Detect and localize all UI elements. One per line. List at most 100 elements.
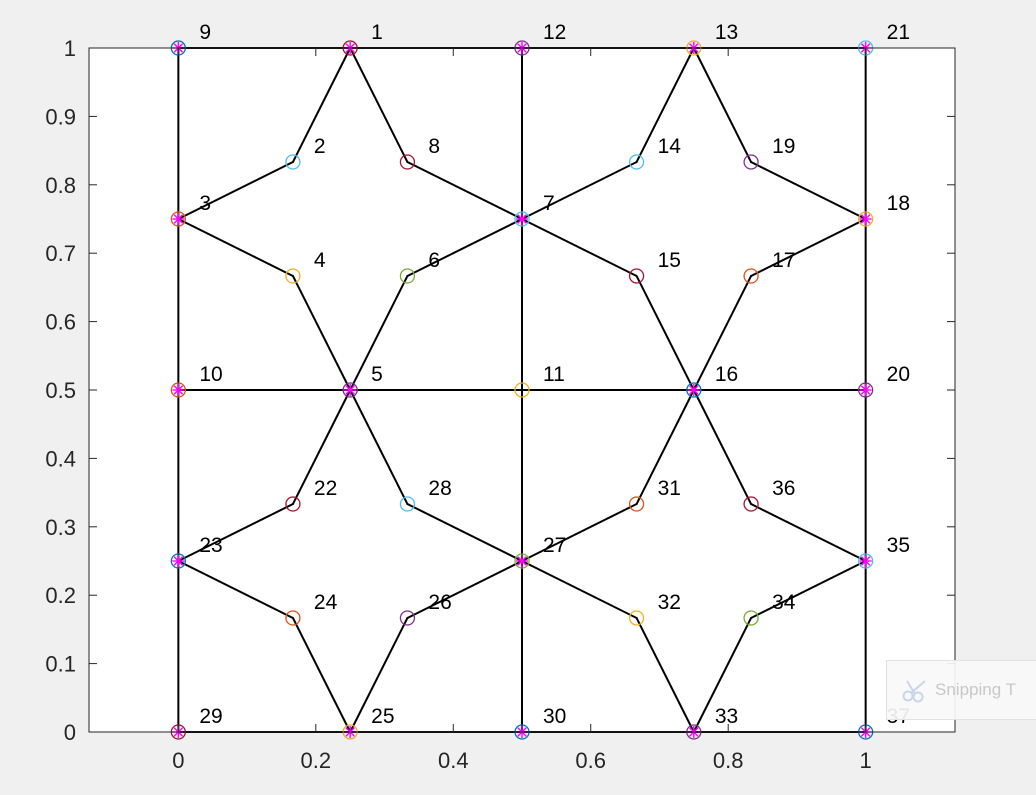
edge-line-28-5 <box>349 389 409 506</box>
point-label-25: 25 <box>371 705 394 728</box>
x-tick-label: 0.4 <box>438 748 469 773</box>
point-label-13: 13 <box>715 21 738 44</box>
point-marker-6 <box>399 268 416 284</box>
point-label-34: 34 <box>772 591 796 614</box>
edge-line-32-33 <box>635 616 695 733</box>
edge-line-7-15 <box>521 218 638 277</box>
point-marker-16 <box>686 382 702 398</box>
edge-line-5-6 <box>349 274 409 391</box>
edge-line-18-19 <box>750 161 867 220</box>
point-label-19: 19 <box>772 135 795 158</box>
x-tick-label: 0 <box>172 748 184 773</box>
edge-line-35-36 <box>750 503 867 562</box>
y-tick-label: 0.9 <box>45 104 76 129</box>
point-label-8: 8 <box>428 135 440 158</box>
edge-line-16-17 <box>692 274 753 391</box>
edge-line-4-5 <box>291 274 352 391</box>
point-marker-24 <box>285 610 301 626</box>
edge-line-1-2 <box>291 47 352 164</box>
point-marker-34 <box>743 610 759 626</box>
edge-line-24-25 <box>291 616 352 733</box>
snipping-tool-notification[interactable]: Snipping T <box>886 660 1036 720</box>
edge-line-23-24 <box>177 560 294 619</box>
point-marker-28 <box>399 496 416 512</box>
point-marker-18 <box>858 211 874 227</box>
point-markers <box>170 40 874 740</box>
y-tick-label: 0 <box>64 720 76 745</box>
point-label-29: 29 <box>199 705 222 728</box>
y-tick-label: 0.5 <box>45 378 76 403</box>
edge-line-7-8 <box>406 161 523 220</box>
y-tick-label: 0.2 <box>45 583 76 608</box>
point-label-35: 35 <box>887 534 910 557</box>
point-marker-26 <box>399 610 416 626</box>
point-marker-32 <box>628 610 645 626</box>
edge-line-2-3 <box>177 161 294 220</box>
y-tick-label: 0.6 <box>45 310 76 335</box>
point-marker-14 <box>628 154 645 170</box>
point-marker-7 <box>514 211 530 227</box>
scissors-icon <box>902 680 926 703</box>
point-marker-22 <box>285 496 301 512</box>
point-label-3: 3 <box>199 192 211 215</box>
edge-line-8-1 <box>349 47 409 164</box>
edge-line-33-34 <box>692 616 753 733</box>
point-marker-5 <box>342 382 358 398</box>
point-marker-15 <box>628 268 645 284</box>
point-label-26: 26 <box>428 591 451 614</box>
point-marker-3 <box>170 211 186 227</box>
edge-line-5-22 <box>291 389 352 506</box>
y-tick-label: 0.3 <box>45 515 76 540</box>
edge-line-19-13 <box>692 47 753 164</box>
y-tick-label: 1 <box>64 36 76 61</box>
point-label-2: 2 <box>314 135 326 158</box>
point-marker-2 <box>285 154 301 170</box>
x-tick-label: 0.8 <box>713 748 744 773</box>
point-label-9: 9 <box>199 21 211 44</box>
point-label-22: 22 <box>314 477 337 500</box>
point-label-23: 23 <box>199 534 222 557</box>
point-label-32: 32 <box>658 591 681 614</box>
x-tick-label: 0.6 <box>575 748 606 773</box>
point-label-33: 33 <box>715 705 738 728</box>
point-label-11: 11 <box>543 363 565 386</box>
edge-line-17-18 <box>750 218 867 277</box>
edge-line-14-7 <box>521 161 638 220</box>
point-marker-4 <box>285 268 301 284</box>
point-label-14: 14 <box>658 135 682 158</box>
point-marker-17 <box>743 268 759 284</box>
point-label-21: 21 <box>887 21 910 44</box>
point-label-36: 36 <box>772 477 795 500</box>
point-label-24: 24 <box>314 591 338 614</box>
point-marker-20 <box>858 382 874 398</box>
y-tick-label: 0.8 <box>45 173 76 198</box>
point-label-15: 15 <box>658 249 681 272</box>
point-label-16: 16 <box>715 363 738 386</box>
edge-line-27-32 <box>521 560 638 619</box>
axes: 0 0.2 0.4 0.6 0.8 100.10.20.30.40.50.60.70.80… <box>45 36 956 773</box>
point-label-12: 12 <box>543 21 566 44</box>
edge-line-13-14 <box>635 47 695 164</box>
point-marker-11 <box>514 382 530 398</box>
point-label-10: 10 <box>199 363 222 386</box>
point-marker-23 <box>170 553 186 569</box>
point-label-20: 20 <box>887 363 910 386</box>
point-marker-36 <box>743 496 759 512</box>
point-marker-31 <box>628 496 645 512</box>
edge-line-36-16 <box>692 389 753 506</box>
edge-line-3-4 <box>177 218 294 277</box>
x-tick-label: 1 <box>860 748 872 773</box>
point-label-17: 17 <box>772 249 795 272</box>
edge-line-27-28 <box>406 503 523 562</box>
point-marker-8 <box>399 154 416 170</box>
point-label-28: 28 <box>428 477 451 500</box>
point-label-6: 6 <box>428 249 440 272</box>
point-label-18: 18 <box>887 192 910 215</box>
point-marker-10 <box>170 382 186 398</box>
point-label-27: 27 <box>543 534 566 557</box>
edge-line-22-23 <box>177 503 294 562</box>
y-tick-label: 0.7 <box>45 241 76 266</box>
point-label-31: 31 <box>658 477 681 500</box>
